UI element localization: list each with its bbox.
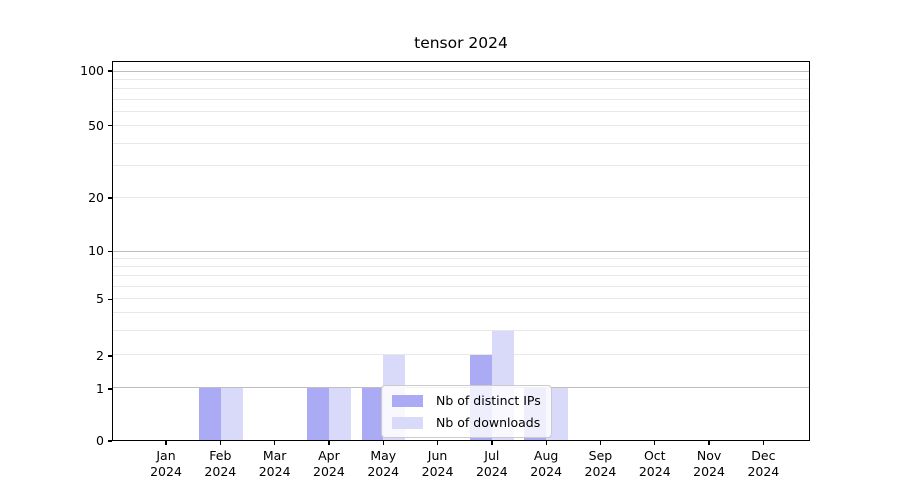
y-minor-gridline-70 bbox=[113, 98, 809, 100]
y-gridline-20 bbox=[113, 197, 809, 199]
legend-item-downloads: Nb of downloads bbox=[392, 415, 541, 430]
y-minor-gridline-90 bbox=[113, 79, 809, 81]
y-minor-gridline-60 bbox=[113, 111, 809, 113]
y-minor-gridline-7 bbox=[113, 275, 809, 277]
x-tick-label-feb: Feb 2024 bbox=[204, 448, 237, 479]
x-tick-dec bbox=[762, 441, 765, 445]
x-tick-label-jul: Jul 2024 bbox=[475, 448, 508, 479]
plot-area: Nb of distinct IPs Nb of downloads bbox=[112, 61, 810, 441]
x-tick-jan bbox=[165, 441, 167, 445]
legend: Nb of distinct IPs Nb of downloads bbox=[381, 385, 552, 438]
y-tick-label-2: 2 bbox=[96, 347, 104, 363]
y-tick-2 bbox=[108, 355, 112, 357]
y-tick-10 bbox=[108, 250, 112, 253]
y-tick-label-10: 10 bbox=[88, 243, 104, 259]
legend-swatch-downloads bbox=[392, 416, 423, 429]
x-tick-label-may: May 2024 bbox=[367, 448, 400, 479]
y-tick-label-20: 20 bbox=[88, 189, 104, 205]
legend-swatch-distinct-ips bbox=[392, 394, 423, 407]
y-minor-gridline-3 bbox=[113, 329, 809, 331]
y-gridline-50 bbox=[113, 125, 809, 127]
x-tick-label-apr: Apr 2024 bbox=[313, 448, 345, 479]
y-tick-0 bbox=[108, 440, 112, 442]
y-minor-gridline-9 bbox=[113, 257, 809, 259]
y-tick-5 bbox=[108, 298, 112, 301]
y-minor-gridline-30 bbox=[113, 165, 809, 167]
x-tick-label-dec: Dec 2024 bbox=[747, 448, 780, 479]
y-minor-gridline-80 bbox=[113, 88, 809, 90]
bar-distinct-ips-may bbox=[361, 388, 384, 440]
y-tick-50 bbox=[108, 125, 112, 127]
chart-title: tensor 2024 bbox=[414, 34, 508, 52]
x-tick-jul bbox=[491, 441, 493, 445]
legend-label-distinct-ips: Nb of distinct IPs bbox=[436, 393, 541, 408]
bar-downloads-feb bbox=[221, 388, 243, 440]
x-tick-label-aug: Aug 2024 bbox=[530, 448, 563, 479]
x-tick-apr bbox=[328, 441, 330, 445]
x-tick-label-mar: Mar 2024 bbox=[258, 448, 291, 479]
x-tick-aug bbox=[545, 441, 547, 445]
y-minor-gridline-4 bbox=[113, 311, 809, 313]
x-tick-may bbox=[382, 441, 384, 445]
y-minor-gridline-40 bbox=[113, 142, 809, 144]
bar-downloads-apr bbox=[329, 388, 352, 440]
y-minor-gridline-8 bbox=[113, 265, 809, 267]
y-tick-label-100: 100 bbox=[80, 62, 104, 78]
y-tick-label-5: 5 bbox=[96, 291, 104, 307]
x-tick-label-jan: Jan 2024 bbox=[150, 448, 182, 479]
x-tick-nov bbox=[708, 441, 710, 445]
x-tick-label-nov: Nov 2024 bbox=[693, 448, 725, 479]
y-tick-100 bbox=[108, 70, 112, 72]
y-tick-label-50: 50 bbox=[88, 117, 104, 133]
legend-item-distinct-ips: Nb of distinct IPs bbox=[392, 393, 541, 408]
y-tick-label-0: 0 bbox=[96, 433, 104, 448]
y-tick-1 bbox=[108, 388, 112, 390]
y-tick-label-1: 1 bbox=[96, 381, 104, 397]
legend-label-downloads: Nb of downloads bbox=[436, 415, 541, 430]
y-gridline-100 bbox=[113, 70, 809, 72]
y-gridline-10 bbox=[113, 250, 809, 252]
x-tick-label-jun: Jun 2024 bbox=[421, 448, 454, 479]
y-minor-gridline-6 bbox=[113, 285, 809, 287]
x-tick-feb bbox=[219, 441, 222, 445]
y-gridline-2 bbox=[113, 354, 809, 356]
x-tick-label-oct: Oct 2024 bbox=[638, 448, 671, 479]
y-tick-20 bbox=[108, 197, 112, 199]
x-tick-mar bbox=[274, 441, 276, 445]
y-gridline-5 bbox=[113, 298, 809, 300]
x-tick-jun bbox=[436, 441, 439, 445]
bar-distinct-ips-feb bbox=[199, 388, 222, 440]
x-tick-oct bbox=[654, 441, 656, 445]
x-tick-label-sep: Sep 2024 bbox=[584, 448, 617, 479]
x-tick-sep bbox=[599, 441, 602, 445]
bar-distinct-ips-apr bbox=[307, 388, 330, 440]
